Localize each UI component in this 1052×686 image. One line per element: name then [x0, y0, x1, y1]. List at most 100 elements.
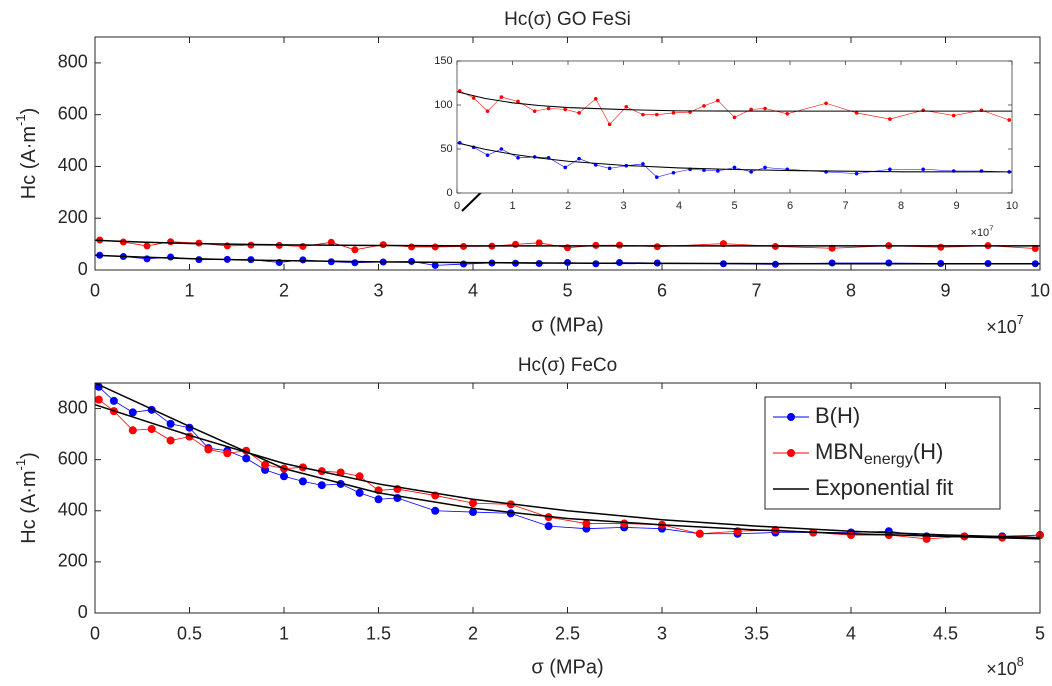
- data-point: [204, 445, 213, 454]
- data-point: [355, 488, 364, 497]
- x-tick-label: 4: [846, 623, 856, 643]
- x-tick-label: 0: [90, 280, 100, 300]
- data-point: [128, 408, 137, 417]
- data-point: [242, 454, 251, 463]
- data-point: [582, 519, 591, 528]
- data-point: [749, 107, 753, 112]
- data-point: [469, 508, 477, 517]
- x-tick-label: 2: [279, 280, 289, 300]
- data-point: [374, 495, 383, 504]
- data-point: [512, 240, 520, 248]
- data-point: [854, 111, 859, 115]
- x-tick-label: 9: [953, 200, 959, 212]
- fit-line: [94, 239, 1040, 247]
- x-multiplier-base: ×10: [986, 317, 1017, 337]
- data-point: [577, 111, 581, 115]
- data-point: [223, 449, 232, 458]
- data-point: [532, 109, 537, 113]
- x-axis-label: σ (MPa): [531, 656, 603, 678]
- x-multiplier: ×107: [971, 224, 994, 239]
- data-point: [299, 256, 307, 264]
- inset-background: [457, 61, 1012, 193]
- x-tick-label: 3.5: [744, 623, 769, 643]
- x-multiplier-exponent: 7: [989, 224, 993, 233]
- y-tick-label: 50: [440, 143, 452, 155]
- legend-label-sub: energy: [864, 451, 913, 468]
- data-point: [921, 167, 925, 172]
- legend-label: Exponential fit: [815, 475, 953, 500]
- data-point: [516, 99, 520, 104]
- data-point: [535, 239, 543, 247]
- data-point: [951, 113, 956, 118]
- data-point: [593, 97, 598, 101]
- data-point: [593, 163, 598, 167]
- data-point: [516, 156, 520, 160]
- data-point: [299, 242, 307, 250]
- y-axis-label-end: ): [18, 452, 40, 459]
- data-point: [615, 258, 623, 266]
- data-point: [485, 153, 490, 157]
- data-point: [143, 255, 151, 263]
- data-point: [546, 106, 551, 111]
- x-tick-label: 0: [454, 200, 460, 212]
- data-point: [167, 253, 175, 261]
- x-tick-label: 5: [562, 280, 572, 300]
- x-tick-label: 5: [1035, 623, 1045, 643]
- chart-title: Hc(σ) GO FeSi: [504, 9, 631, 30]
- data-point: [655, 175, 659, 179]
- data-point: [732, 165, 737, 170]
- fit-line: [94, 404, 1041, 539]
- y-tick-label: 200: [58, 551, 88, 571]
- data-point: [327, 238, 335, 246]
- x-tick-label: 1: [279, 623, 289, 643]
- data-point: [471, 96, 476, 100]
- x-tick-label: 10: [1006, 200, 1018, 212]
- data-point: [888, 167, 892, 172]
- chart-title: Hc(σ) FeCo: [518, 355, 617, 376]
- data-point: [716, 169, 720, 173]
- data-point: [147, 425, 156, 433]
- data-point: [716, 98, 720, 103]
- y-axis-label-main: Hc (A·m: [18, 470, 40, 543]
- data-point: [544, 513, 553, 522]
- y-tick-label: 0: [78, 602, 88, 622]
- data-point: [355, 472, 364, 481]
- data-point: [607, 122, 612, 127]
- y-tick-label: 0: [446, 187, 452, 199]
- data-point: [888, 117, 892, 121]
- data-point: [695, 529, 704, 538]
- data-point: [937, 243, 945, 251]
- x-tick-label: 3: [620, 200, 626, 212]
- data-point: [615, 241, 623, 249]
- x-tick-label: 9: [940, 280, 950, 300]
- data-point: [351, 246, 359, 254]
- data-point: [702, 168, 706, 172]
- data-point: [408, 243, 416, 251]
- x-tick-label: 8: [898, 200, 904, 212]
- x-tick-label: 1.5: [366, 623, 391, 643]
- legend-label-name: Exponential fit: [815, 475, 953, 500]
- y-tick-label: 400: [58, 155, 88, 175]
- legend-marker: [787, 413, 795, 421]
- x-tick-label: 2: [468, 623, 478, 643]
- data-point: [854, 171, 859, 176]
- data-point: [506, 509, 515, 518]
- data-point: [195, 256, 203, 264]
- fit-line: [456, 142, 1013, 173]
- x-multiplier-exponent: 8: [1017, 655, 1024, 669]
- y-tick-label: 600: [58, 448, 88, 468]
- data-point: [431, 506, 440, 515]
- data-point: [298, 477, 307, 486]
- data-point: [109, 396, 118, 405]
- data-point: [544, 522, 553, 531]
- x-tick-label: 6: [657, 280, 667, 300]
- x-tick-label: 4.5: [933, 623, 958, 643]
- data-point: [641, 162, 645, 166]
- data-point: [166, 436, 175, 445]
- data-point: [431, 243, 439, 251]
- y-axis-label: Hc (A·m-1): [13, 452, 40, 544]
- data-point: [847, 531, 855, 540]
- x-tick-label: 0: [90, 623, 100, 643]
- data-point: [563, 107, 568, 112]
